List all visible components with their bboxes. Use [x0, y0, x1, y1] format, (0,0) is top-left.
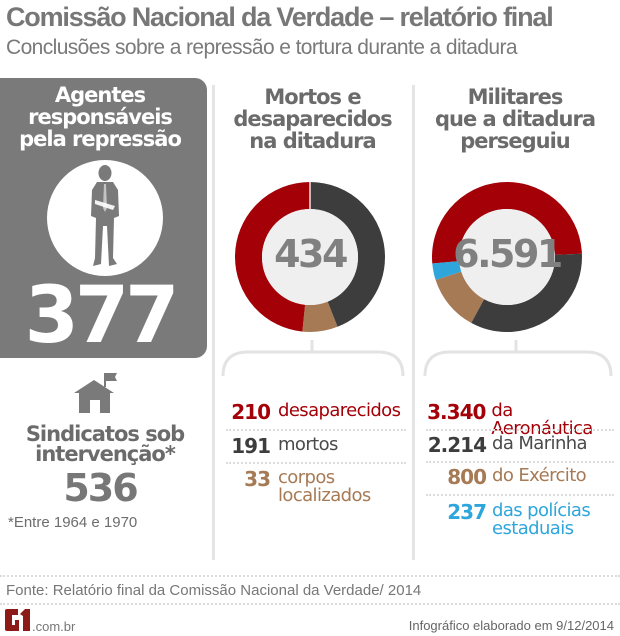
unions-footnote: *Entre 1964 e 1970	[8, 514, 138, 531]
legend-row-desaparecidos: 210 desaparecidos	[218, 400, 408, 424]
businessman-icon	[91, 165, 119, 266]
legend-separator	[226, 429, 406, 431]
segment-policias	[432, 182, 582, 332]
legend-row-policias: 237 das polícias estaduais	[418, 500, 618, 538]
legend-label-line1: corpos	[278, 467, 335, 488]
footer-separator	[0, 575, 620, 577]
military-bracket	[423, 340, 613, 377]
dead-title-line3: na ditadura	[249, 129, 376, 153]
legend-label-line2: localizados	[278, 485, 371, 506]
legend-row-marinha: 2.214 da Marinha	[418, 433, 618, 457]
column-divider	[212, 85, 215, 560]
segment-marinha	[432, 182, 582, 332]
dead-title-line1: Mortos e	[264, 85, 361, 109]
unions-value: 536	[63, 466, 138, 510]
unions-title: Sindicatos sob intervenção*	[0, 422, 210, 466]
unions-title-line2: intervenção*	[35, 442, 176, 466]
page-title: Comissão Nacional da Verdade – relatório…	[6, 2, 554, 32]
legend-value: 800	[447, 465, 487, 489]
agents-title-line3: pela repressão	[19, 127, 182, 151]
legend-value: 237	[447, 500, 487, 524]
legend-label-line2: estaduais	[492, 518, 574, 539]
military-title-line2: que a ditadura	[435, 107, 596, 131]
agents-title-line1: Agentes	[54, 83, 146, 107]
legend-label: das polícias estaduais	[486, 500, 591, 539]
credit-text: Infográfico elaborado em 9/12/2014	[408, 618, 614, 633]
legend-label: do Exército	[492, 465, 587, 486]
g1-logo-icon	[5, 609, 30, 631]
legend-label: corpos localizados	[270, 467, 371, 505]
military-title: Militares que a ditadura perseguiu	[415, 86, 615, 152]
agent-circle	[47, 160, 163, 276]
legend-separator	[426, 429, 614, 431]
g1-domain: .com.br	[32, 619, 76, 634]
house-flag-icon	[72, 372, 120, 418]
legend-value: 2.214	[427, 433, 487, 457]
legend-label: mortos	[278, 434, 338, 455]
legend-label: desaparecidos	[278, 400, 401, 421]
agents-value: 377	[24, 271, 180, 361]
unions-title-line1: Sindicatos sob	[25, 422, 185, 446]
agents-title-line2: responsáveis	[28, 105, 173, 129]
legend-label: da Aeronáutica	[491, 400, 593, 439]
footer-separator	[0, 603, 620, 605]
legend-row-mortos: 191 mortos	[218, 434, 408, 458]
legend-separator	[426, 461, 614, 463]
column-divider	[412, 85, 415, 560]
legend-label: da Marinha	[492, 433, 588, 454]
legend-value: 33	[244, 467, 271, 491]
dead-donut-chart: 434	[233, 180, 387, 338]
dead-total: 434	[274, 232, 348, 276]
legend-row-corpos: 33 corpos localizados	[218, 467, 408, 505]
military-title-line3: perseguiu	[460, 129, 571, 153]
legend-row-aeronautica: 3.340 da Aeronáutica	[418, 400, 618, 438]
g1-logo[interactable]	[3, 608, 31, 636]
military-total: 6.591	[453, 232, 563, 276]
source-text: Fonte: Relatório final da Comissão Nacio…	[6, 582, 422, 599]
page-subtitle: Conclusões sobre a repressão e tortura d…	[6, 36, 518, 59]
legend-separator	[226, 462, 406, 464]
legend-row-exercito: 800 do Exército	[418, 465, 618, 489]
dead-title: Mortos e desaparecidos na ditadura	[215, 86, 410, 152]
legend-value: 3.340	[427, 400, 486, 424]
dead-bracket	[221, 340, 405, 377]
legend-value: 191	[231, 434, 271, 458]
military-title-line1: Militares	[467, 85, 564, 109]
legend-label-line1: das polícias	[492, 500, 591, 521]
legend-value: 210	[231, 400, 271, 424]
agents-title: Agentes responsáveis pela repressão	[0, 84, 200, 150]
segment-corpos	[235, 182, 385, 332]
legend-separator	[426, 494, 614, 496]
dead-title-line2: desaparecidos	[233, 107, 392, 131]
military-donut-chart: 6.591	[430, 180, 584, 338]
